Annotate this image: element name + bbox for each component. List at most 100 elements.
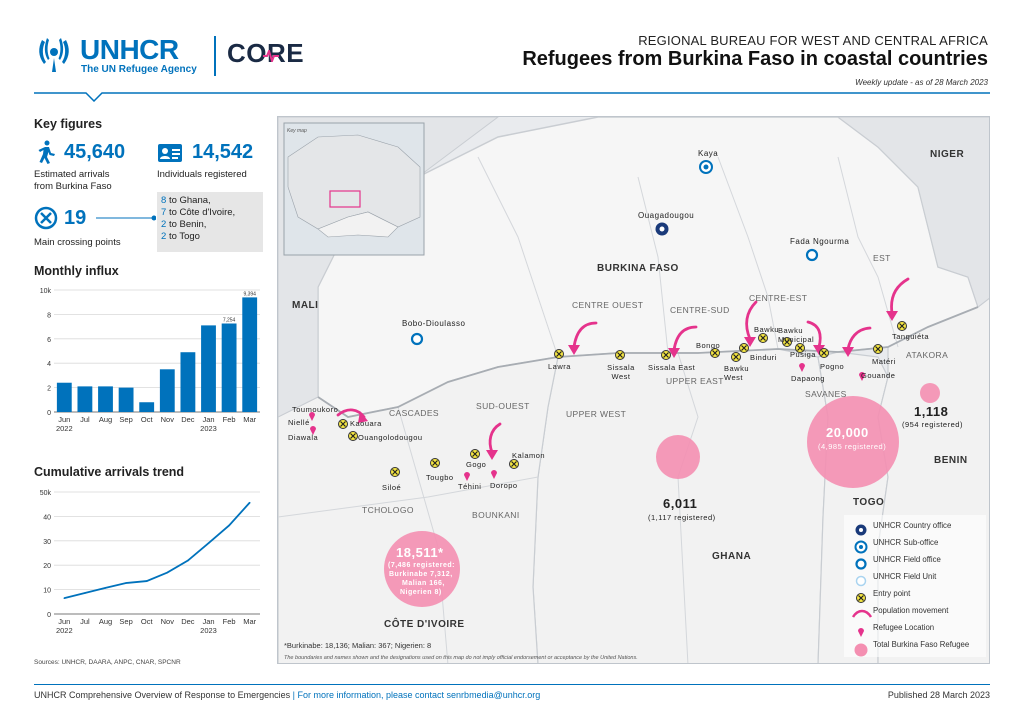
y-tick-label: 6 xyxy=(47,337,51,344)
y-tick-label: 40 xyxy=(43,514,51,521)
footer-contact[interactable]: For more information, please contact sen… xyxy=(297,690,541,700)
x-tick-label: Jun xyxy=(58,617,70,626)
map-panel: Key map xyxy=(277,116,990,664)
registered-value: 14,542 xyxy=(192,141,254,163)
togo-total: 20,000 xyxy=(826,425,869,440)
benin-registered: (954 registered) xyxy=(902,420,963,429)
civ-sub-2: Burkinabe 7,312, xyxy=(389,571,453,578)
line-point-aug xyxy=(104,587,107,589)
year-label: 2022 xyxy=(56,626,73,635)
bar-jul xyxy=(77,386,93,412)
pt-pusiga: Pusiga xyxy=(790,350,816,359)
key-figures-title: Key figures xyxy=(34,117,103,131)
walking-person-icon xyxy=(38,140,55,164)
map-canvas: Key map xyxy=(278,117,989,663)
crossing-benin: 2 to Benin, xyxy=(161,219,207,230)
pt-ouangolodougou: Ouangolodougou xyxy=(358,433,423,442)
population-movement-arrows xyxy=(336,277,910,454)
region-centre-sud: CENTRE-SUD xyxy=(670,305,730,315)
x-tick-label: Aug xyxy=(99,415,112,424)
cumulative-line xyxy=(64,502,251,600)
line-point-jun xyxy=(63,597,66,599)
monthly-influx-title: Monthly influx xyxy=(34,264,119,278)
crossing-ghana: 8 to Ghana, xyxy=(161,195,211,206)
map-disclaimer: The boundaries and names shown and the d… xyxy=(284,655,638,661)
pt-diawala: Diawala xyxy=(288,433,319,442)
x-tick-label: Feb xyxy=(223,617,236,626)
x-tick-label: Oct xyxy=(141,415,154,424)
x-tick-label: Sep xyxy=(119,415,132,424)
year-label: 2023 xyxy=(200,626,217,635)
year-label: 2022 xyxy=(56,424,73,433)
pt-dapaong: Dapaong xyxy=(791,374,825,383)
map-legend: UNHCR Country office UNHCR Sub-office UN… xyxy=(849,517,985,653)
region-centre-ouest: CENTRE OUEST xyxy=(572,300,644,310)
pt-materi: Matéri xyxy=(872,357,896,366)
x-tick-label: Feb xyxy=(223,415,236,424)
id-card-icon xyxy=(158,144,182,162)
x-tick-label: Jan xyxy=(202,617,214,626)
y-tick-label: 30 xyxy=(43,539,51,546)
registered-label: Individuals registered xyxy=(157,169,247,180)
unhcr-wordmark: UNHCR xyxy=(80,34,179,65)
refugee-bubbles xyxy=(384,383,940,607)
civ-sub-3: Malian 166, xyxy=(402,580,445,587)
pt-bongo: Bongo xyxy=(696,341,721,350)
unhcr-offices xyxy=(410,160,819,346)
x-tick-label: Nov xyxy=(161,415,175,424)
pt-sissala-west: Sissala West xyxy=(607,363,635,381)
civ-sub-1: (7,486 registered: xyxy=(388,562,455,569)
region-savanes: SAVANES xyxy=(805,389,847,399)
bar-data-label: 9,394 xyxy=(243,291,256,297)
map-footnote: *Burkinabe: 18,136; Malian: 367; Nigerie… xyxy=(284,641,432,650)
bar-data-label: 7,254 xyxy=(223,318,236,324)
refugee-locations xyxy=(309,363,865,481)
bar-jan xyxy=(201,325,216,412)
x-tick-label: Aug xyxy=(99,617,112,626)
region-upper-east: UPPER EAST xyxy=(666,376,724,386)
core-wordmark: CORE xyxy=(227,38,305,68)
bar-sep xyxy=(118,387,134,412)
crossing-label: Main crossing points xyxy=(34,237,121,248)
bureau-name: REGIONAL BUREAU FOR WEST AND CENTRAL AFR… xyxy=(638,33,988,48)
city-kaya: Kaya xyxy=(698,149,719,158)
arrivals-label-line2: from Burkina Faso xyxy=(34,181,112,192)
label-burkina: BURKINA FASO xyxy=(597,263,679,274)
pt-siloe: Siloé xyxy=(382,483,402,492)
arrivals-value: 45,640 xyxy=(64,141,126,163)
y-tick-label: 2 xyxy=(47,386,51,393)
city-bobo: Bobo-Dioulasso xyxy=(402,319,466,328)
pt-kalamon: Kalamon xyxy=(512,451,546,460)
pt-tanguieta: Tanguiéta xyxy=(892,332,930,341)
y-tick-label: 0 xyxy=(47,612,51,619)
legend-refugee-location: Refugee Location xyxy=(873,623,935,632)
y-tick-label: 0 xyxy=(47,410,51,417)
y-tick-label: 4 xyxy=(47,361,51,368)
arrivals-label-line1: Estimated arrivals xyxy=(34,169,110,180)
pt-nielle: Niellé xyxy=(288,418,310,427)
legend-total-refugee: Total Burkina Faso Refugee xyxy=(873,640,970,649)
region-est: EST xyxy=(873,253,891,263)
pt-gogo: Gogo xyxy=(466,460,487,469)
pt-tehini: Téhini xyxy=(458,482,482,491)
y-tick-label: 10 xyxy=(43,588,51,595)
y-tick-label: 50k xyxy=(40,490,52,497)
city-ouagadougou: Ouagadougou xyxy=(638,211,695,220)
inset-key-map: Key map xyxy=(283,122,425,256)
pt-sissala-east: Sissala East xyxy=(648,363,696,372)
x-tick-label: Jan xyxy=(202,415,214,424)
civ-bubble xyxy=(384,531,460,607)
inset-label: Key map xyxy=(287,128,307,134)
region-cascades: CASCADES xyxy=(389,408,439,418)
x-tick-label: Dec xyxy=(181,617,195,626)
bar-feb xyxy=(221,323,237,412)
bar-oct xyxy=(139,402,155,412)
pt-bawku-west: Bawku West xyxy=(724,364,750,382)
label-mali: MALI xyxy=(292,300,319,311)
label-benin: BENIN xyxy=(934,455,968,466)
pt-bawku-municipal: Bawku Municipal xyxy=(778,326,815,344)
line-point-dec xyxy=(187,559,189,562)
pt-lawra: Lawra xyxy=(548,362,571,371)
label-civ: CÔTE D'IVOIRE xyxy=(384,619,465,630)
legend-country-office: UNHCR Country office xyxy=(873,521,952,530)
